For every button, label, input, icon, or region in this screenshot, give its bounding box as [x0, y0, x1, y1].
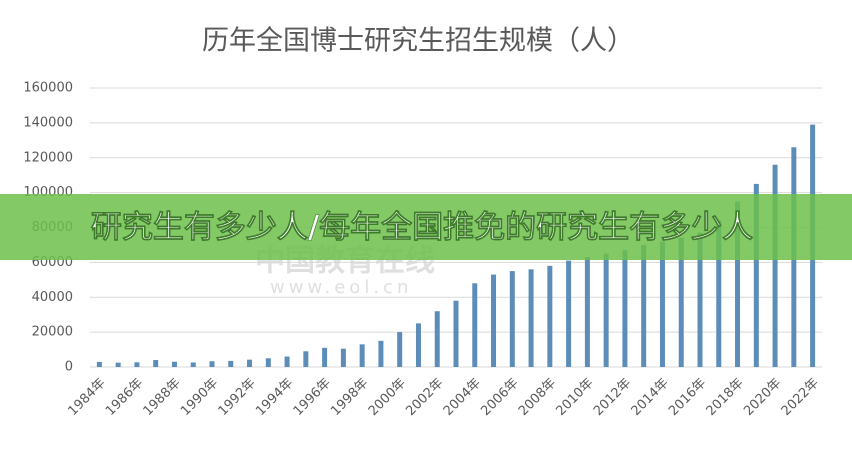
y-tick-label: 140000 [23, 115, 73, 130]
bar [340, 348, 346, 367]
bar [697, 232, 703, 367]
bar [303, 351, 309, 367]
y-tick-label: 40000 [32, 290, 73, 305]
bar [171, 361, 177, 367]
bar [190, 362, 196, 367]
bar [209, 361, 215, 367]
banner-band [0, 194, 852, 260]
bar [772, 164, 778, 367]
bar [659, 241, 665, 367]
bar [359, 344, 365, 367]
bar [678, 237, 684, 367]
y-tick-label: 20000 [32, 325, 73, 340]
bar [397, 332, 403, 367]
bar [584, 257, 590, 367]
bar [134, 362, 140, 367]
bar [378, 340, 384, 367]
bar [453, 300, 459, 367]
bar [153, 360, 159, 367]
bar [641, 244, 647, 367]
bar [322, 347, 328, 367]
bar [247, 359, 253, 367]
bar [96, 361, 102, 367]
banner-text: 研究生有多少人/每年全国推免的研究生有多少人 [91, 210, 753, 246]
bar [603, 253, 609, 367]
bar [509, 271, 515, 367]
watermark: www.eol.cn [270, 277, 412, 298]
bar [753, 183, 759, 367]
bar [528, 269, 534, 367]
y-tick-label: 120000 [23, 150, 73, 165]
bar [547, 265, 553, 367]
bar [228, 360, 234, 367]
bar [284, 356, 290, 367]
y-tick-label: 160000 [23, 81, 73, 96]
bar [434, 311, 440, 367]
bar [115, 362, 121, 367]
y-tick-label: 0 [65, 360, 73, 375]
bar [415, 323, 421, 367]
bar [472, 283, 478, 367]
bar [716, 220, 722, 367]
chart-title: 历年全国博士研究生招生规模（人） [202, 26, 634, 57]
bar [491, 274, 497, 367]
bar [622, 250, 628, 367]
bar [735, 201, 741, 367]
bar [265, 358, 271, 367]
bar [566, 260, 572, 367]
